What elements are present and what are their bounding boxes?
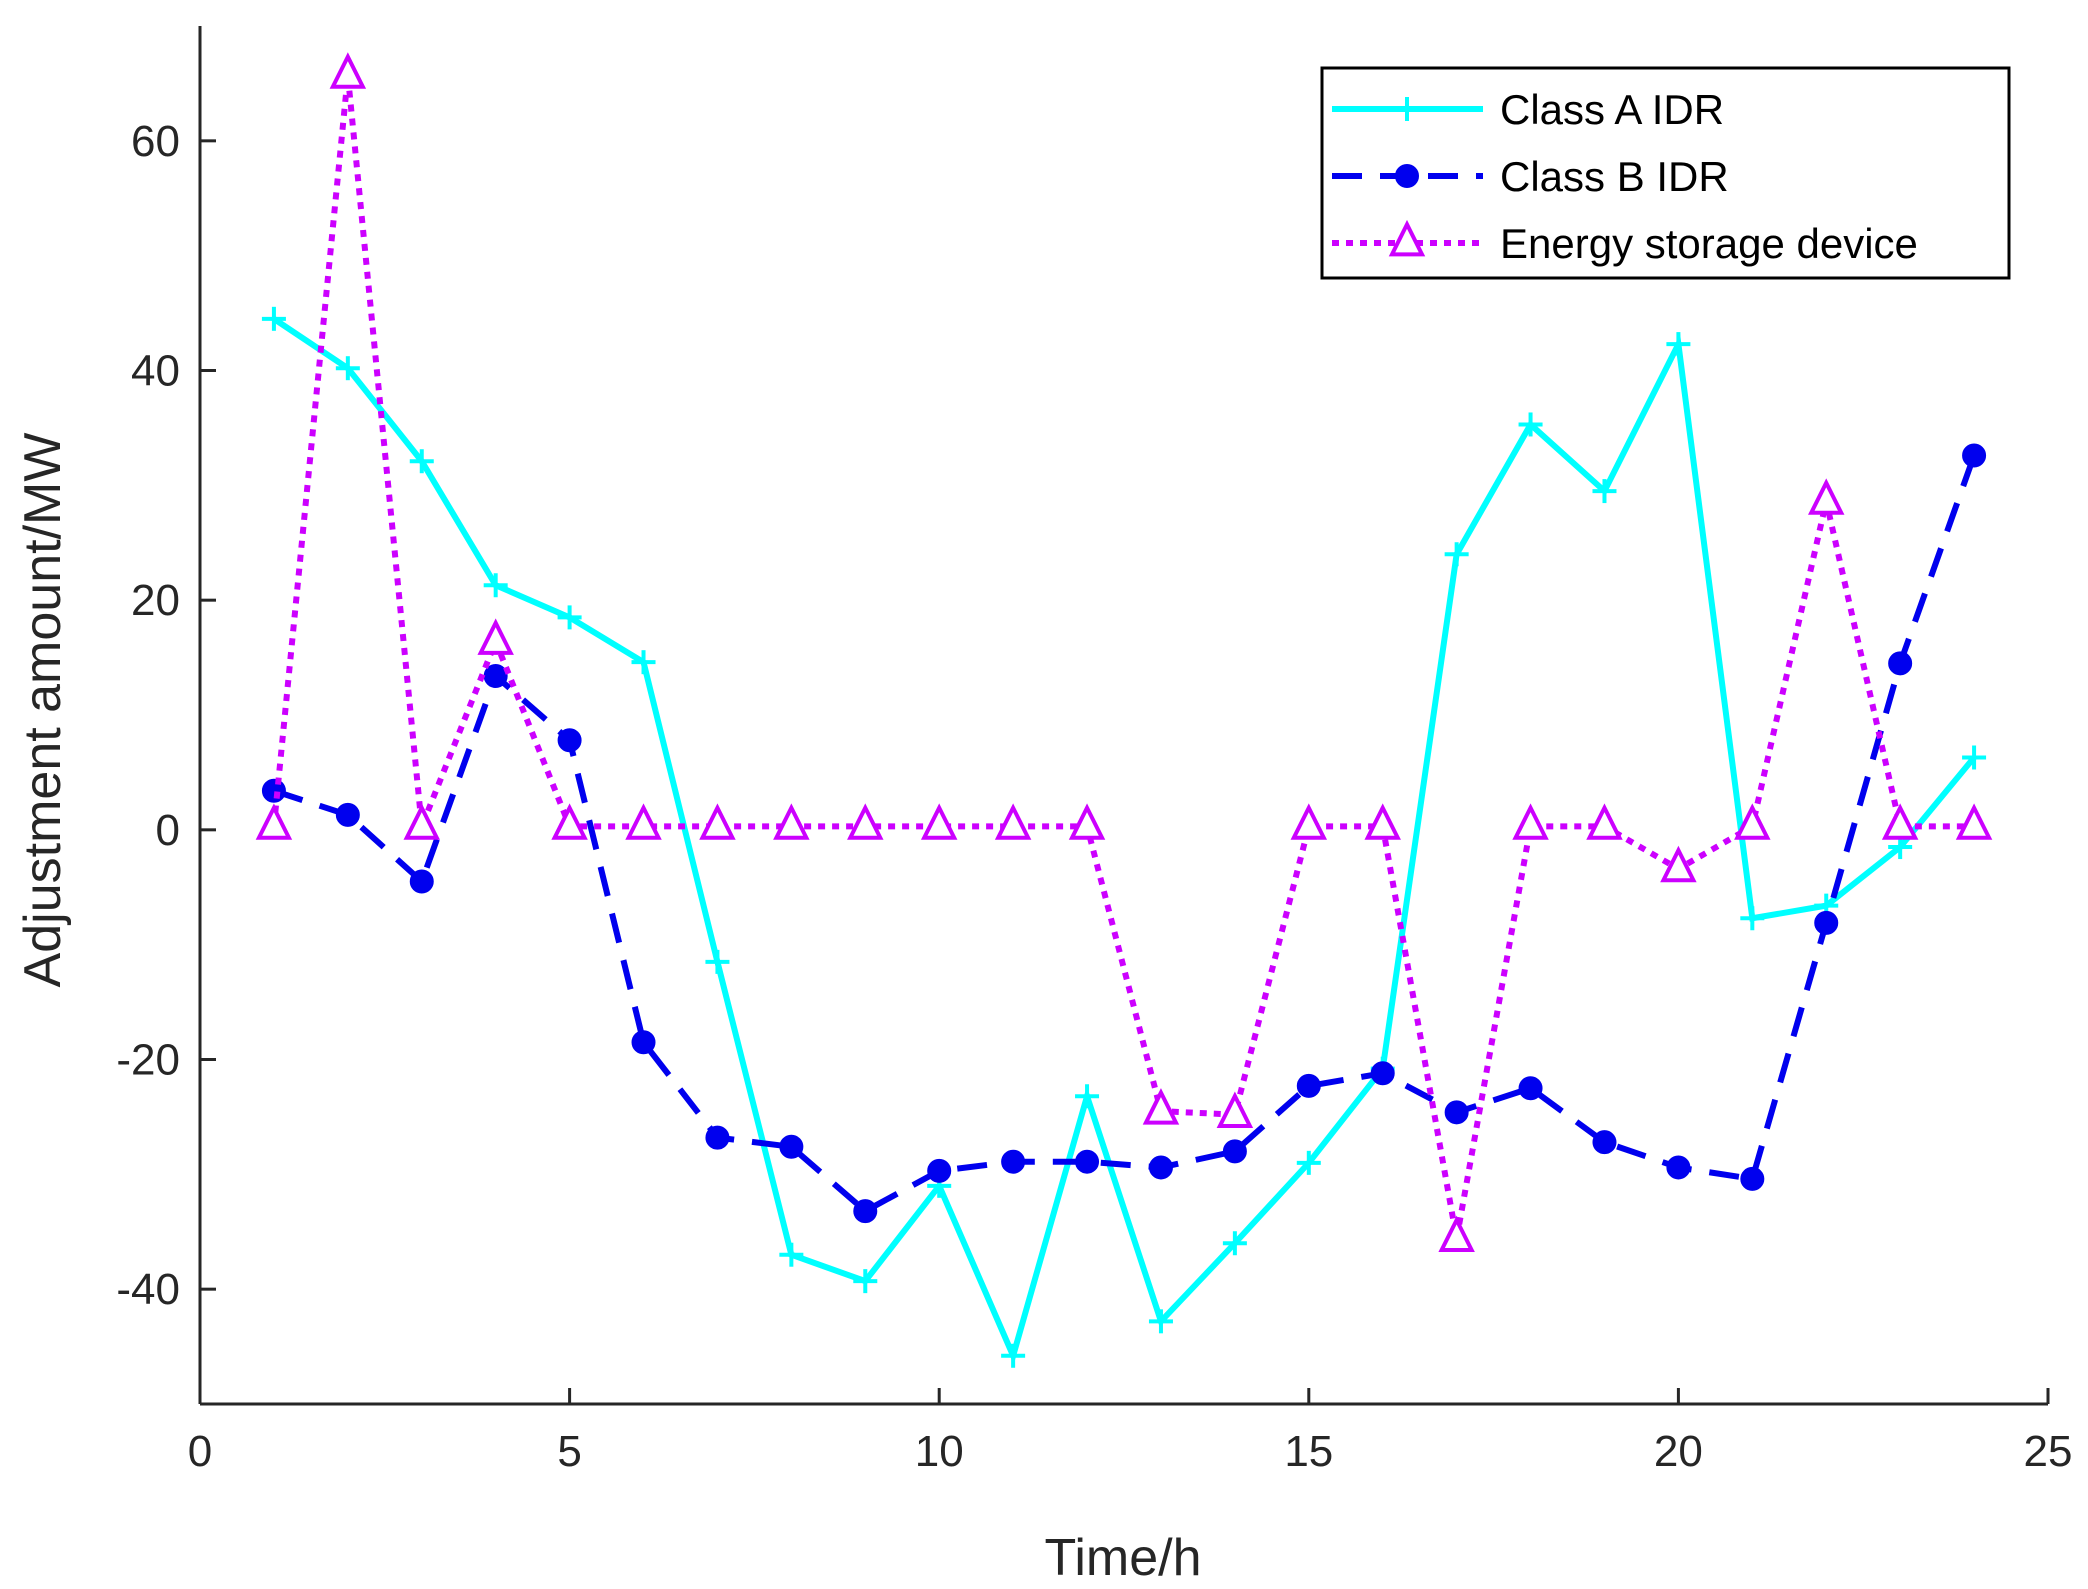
data-point: [1586, 803, 1623, 840]
legend-label: Energy storage device: [1500, 220, 1918, 267]
data-point: [1148, 1155, 1173, 1180]
data-point: [625, 803, 662, 840]
x-tick-label: 15: [1284, 1427, 1333, 1476]
data-point: [261, 306, 286, 331]
data-point: [920, 803, 958, 840]
data-point: [1075, 1084, 1100, 1109]
legend-item-2: Class B IDR: [1332, 153, 1729, 200]
legend-label: Class A IDR: [1500, 86, 1724, 133]
legend-item-3: Energy storage device: [1332, 219, 1918, 267]
data-point: [994, 803, 1032, 840]
data-point: [1222, 1139, 1247, 1164]
legend-marker: [1395, 164, 1419, 188]
data-point: [1814, 910, 1839, 935]
data-point: [477, 618, 514, 655]
legend: Class A IDR Class B IDR Energy storage dev…: [1320, 66, 2011, 280]
data-point: [1734, 803, 1771, 840]
y-tick-label: -20: [116, 1036, 180, 1085]
y-tick-label: 60: [131, 117, 180, 166]
data-point: [1592, 479, 1617, 504]
data-point: [1592, 1130, 1617, 1155]
data-point: [557, 728, 582, 753]
data-point: [557, 605, 582, 630]
y-tick-label: 20: [131, 576, 180, 625]
data-point: [1444, 542, 1469, 567]
data-point: [335, 356, 360, 381]
data-point: [779, 1134, 804, 1159]
y-tick-label: 40: [131, 347, 180, 396]
data-point: [1148, 1309, 1173, 1334]
data-point: [1222, 1231, 1247, 1256]
data-point: [1808, 478, 1845, 515]
x-tick-label: 10: [915, 1427, 964, 1476]
data-point: [261, 778, 286, 803]
legend-item-1: Class A IDR: [1332, 86, 1724, 133]
y-axis-label: Adjustment amount/MW: [14, 433, 72, 988]
data-point: [1216, 1091, 1254, 1129]
data-point: [1290, 803, 1328, 840]
series-line: [272, 454, 1977, 1215]
x-tick-label: 20: [1654, 1427, 1703, 1476]
data-point: [1962, 745, 1987, 770]
data-point: [1068, 803, 1106, 840]
data-point: [1370, 1061, 1395, 1086]
data-point: [1001, 1343, 1026, 1368]
x-tick-label: 5: [557, 1427, 581, 1476]
series-layer: [255, 52, 1993, 1368]
x-tick-label: 25: [2024, 1427, 2073, 1476]
x-tick-label: 0: [188, 1427, 212, 1476]
y-tick-label: -40: [116, 1265, 180, 1314]
data-point: [1001, 1149, 1026, 1174]
series-2: [261, 443, 1987, 1224]
data-point: [631, 650, 656, 675]
series-3: [255, 52, 1993, 1253]
data-point: [1438, 1215, 1475, 1253]
data-point: [1955, 803, 1993, 840]
data-point: [699, 803, 736, 840]
data-point: [551, 803, 588, 840]
data-point: [335, 802, 360, 827]
data-point: [1444, 1100, 1469, 1125]
data-point: [403, 803, 440, 840]
data-point: [1888, 651, 1913, 676]
data-point: [1518, 412, 1543, 437]
data-point: [1740, 1166, 1765, 1191]
data-point: [773, 803, 810, 840]
data-point: [1666, 1155, 1691, 1180]
series-line: [270, 75, 1975, 1240]
data-point: [705, 1125, 730, 1150]
series-line: [272, 316, 1977, 1365]
data-point: [1296, 1150, 1321, 1175]
axes: 0 5 10 15 20 25 -40 -20 0 20 40 60: [116, 26, 2072, 1476]
data-point: [329, 52, 367, 89]
data-point: [779, 1242, 804, 1267]
data-point: [409, 869, 434, 894]
data-point: [1740, 906, 1765, 931]
legend-marker: [1395, 97, 1419, 121]
data-point: [1364, 803, 1401, 840]
data-point: [927, 1158, 952, 1183]
legend-marker: [1388, 219, 1426, 257]
x-axis-label: Time/h: [1045, 1529, 1202, 1587]
data-point: [1881, 803, 1919, 840]
data-point: [631, 1030, 656, 1055]
data-point: [1075, 1149, 1100, 1174]
data-point: [483, 573, 508, 598]
data-point: [1142, 1088, 1180, 1125]
data-point: [409, 449, 434, 474]
data-point: [705, 949, 730, 974]
data-point: [853, 1269, 878, 1294]
data-point: [1512, 803, 1549, 840]
y-tick-label: 0: [156, 806, 180, 855]
data-point: [255, 803, 293, 840]
data-point: [1666, 332, 1691, 357]
data-point: [1962, 443, 1987, 468]
data-point: [853, 1199, 878, 1224]
data-point: [1660, 845, 1697, 883]
data-point: [1518, 1076, 1543, 1101]
data-point: [1296, 1073, 1321, 1098]
legend-label: Class B IDR: [1500, 153, 1729, 200]
data-point: [847, 803, 884, 840]
